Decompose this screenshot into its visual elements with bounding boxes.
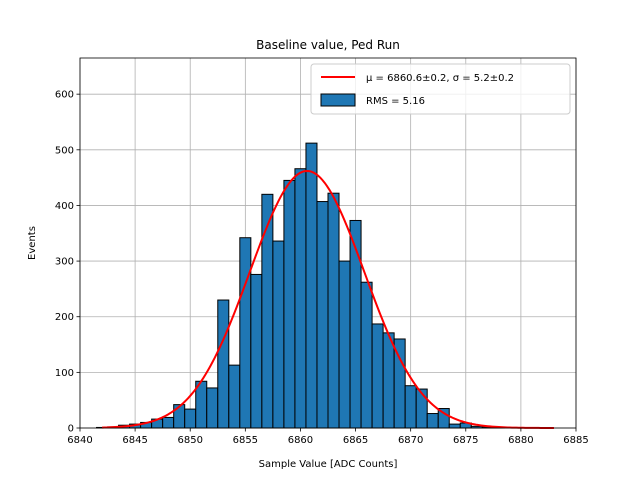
legend: μ = 6860.6±0.2, σ = 5.2±0.2 RMS = 5.16: [310, 63, 571, 115]
x-axis-ticks: 6840 6845 6850 6855 6860 6865 6870 6875 6880 6885: [67, 428, 589, 446]
y-tick-label: 200: [55, 312, 74, 323]
y-tick-label: 100: [55, 368, 74, 379]
histogram-bar: [261, 193, 274, 429]
x-tick-label: 6870: [398, 435, 423, 446]
y-axis-ticks: 0 100 200 300 400 500 600: [55, 90, 80, 435]
x-tick-label: 6850: [177, 435, 202, 446]
fit-curve: [102, 169, 554, 429]
histogram-bar: [206, 387, 219, 429]
chart-title: Baseline value, Ped Run: [256, 38, 400, 52]
histogram-bar: [228, 364, 241, 429]
y-tick-label: 500: [55, 145, 74, 156]
histogram-bar: [360, 281, 373, 429]
histogram-bar: [272, 240, 285, 429]
histogram-bar: [250, 273, 263, 429]
x-tick-label: 6880: [508, 435, 533, 446]
y-tick-label: 400: [55, 201, 74, 212]
histogram-bar: [327, 192, 340, 429]
histogram-bar: [371, 323, 384, 429]
gaussian-fit: [102, 169, 554, 429]
histogram-bar: [294, 168, 307, 429]
y-tick-label: 600: [55, 90, 74, 101]
histogram-bar: [184, 408, 197, 429]
x-axis-label: Sample Value [ADC Counts]: [259, 459, 398, 470]
y-tick-label: 0: [68, 424, 74, 435]
x-tick-label: 6860: [288, 435, 313, 446]
y-axis-label: Events: [27, 226, 38, 260]
legend-histogram-swatch: [320, 93, 356, 107]
legend-fit-label: μ = 6860.6±0.2, σ = 5.2±0.2: [366, 73, 514, 84]
legend-box: [310, 63, 571, 115]
histogram-bar: [349, 219, 362, 429]
histogram-bar: [173, 404, 186, 429]
x-tick-label: 6875: [453, 435, 478, 446]
plot-frame: [79, 57, 577, 429]
x-tick-label: 6840: [67, 435, 92, 446]
histogram-bar: [338, 260, 351, 429]
x-tick-label: 6885: [563, 435, 588, 446]
histogram-bar: [217, 299, 230, 429]
x-tick-label: 6865: [343, 435, 368, 446]
histogram-bar: [404, 385, 417, 429]
legend-histogram-label: RMS = 5.16: [366, 96, 425, 107]
histogram-bar: [426, 413, 439, 429]
histogram-bar: [283, 179, 296, 429]
histogram-bar: [448, 423, 461, 429]
histogram-bar: [316, 201, 329, 429]
histogram-bar: [382, 332, 395, 429]
x-tick-label: 6855: [233, 435, 258, 446]
y-tick-label: 300: [55, 257, 74, 268]
histogram-bar: [162, 416, 175, 429]
x-tick-label: 6845: [122, 435, 147, 446]
histogram-bar: [239, 237, 252, 429]
histogram-bar: [415, 388, 428, 429]
histogram-bars: [96, 142, 505, 429]
histogram-bar: [305, 142, 318, 429]
